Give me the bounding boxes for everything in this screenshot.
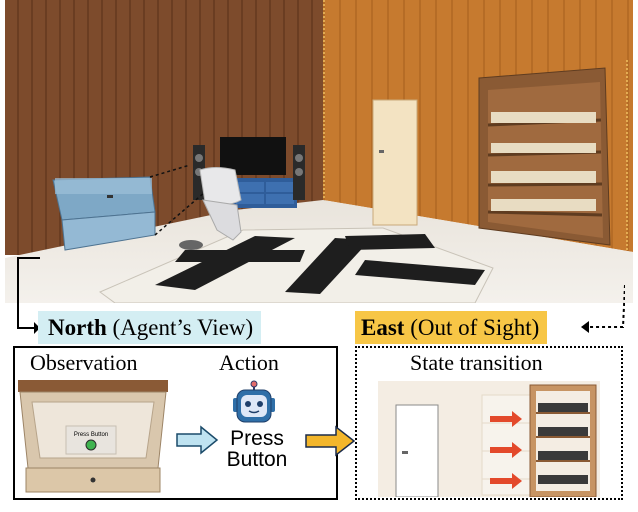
east-label-rest: (Out of Sight)	[404, 315, 540, 340]
drawer-observation-image: Press Button	[18, 380, 168, 493]
north-label-bold: North	[48, 315, 107, 340]
state-transition-title: State transition	[410, 350, 543, 375]
door	[372, 99, 418, 226]
north-label-rest: (Agent’s View)	[106, 315, 254, 340]
north-label: North (Agent’s View)	[38, 311, 262, 344]
action-text-line2: Button	[226, 448, 288, 471]
action-title: Action	[219, 350, 279, 375]
blue-arrow-icon	[176, 425, 219, 455]
press-button-action-text: Press Button	[222, 428, 292, 470]
gold-arrow-icon	[305, 425, 356, 457]
agent-view-panel	[13, 346, 338, 500]
east-label: East (Out of Sight)	[355, 311, 548, 344]
east-connector-arrow	[581, 284, 625, 333]
room-scene	[5, 0, 633, 303]
robot-agent	[179, 167, 242, 250]
moved-bookshelf	[529, 384, 597, 497]
green-button-icon	[85, 439, 97, 451]
red-move-arrows	[490, 411, 522, 489]
observation-title: Observation	[30, 350, 138, 375]
action-text-line1: Press	[230, 427, 284, 450]
drawer-button-caption: Press Button	[74, 432, 108, 438]
rug	[99, 227, 494, 303]
state-transition-panel	[355, 346, 623, 500]
north-connector-arrow	[17, 257, 40, 334]
east-label-bold: East	[361, 315, 405, 340]
bookshelf	[478, 67, 611, 246]
robot-icon	[233, 380, 275, 423]
state-transition-image	[378, 381, 600, 497]
